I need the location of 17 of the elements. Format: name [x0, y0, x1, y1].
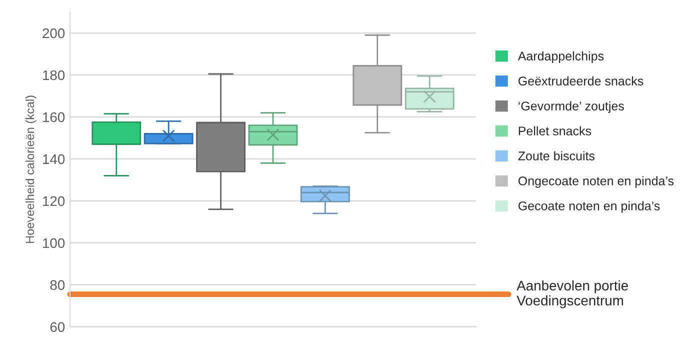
y-tick-label: 100	[43, 238, 65, 248]
legend-label: Pellet snacks	[518, 126, 592, 136]
legend-label: Ongecoate noten en pinda’s	[518, 176, 674, 188]
y-tick-label: 80	[50, 280, 65, 290]
y-axis-title: Hoeveelheid calorieën (kcal)	[25, 96, 36, 243]
y-tick-label: 140	[43, 154, 65, 164]
legend-label: Aardappelchips	[518, 51, 604, 63]
legend-label: Zoute biscuits	[518, 151, 595, 160]
y-tick-label: 200	[42, 28, 65, 38]
y-tick-label: 60	[50, 322, 65, 332]
y-tick-label: 160	[43, 112, 65, 122]
legend-label: Gecoate noten en pinda’s	[518, 201, 660, 213]
legend-label: ‘Gevormde’ zoutjes	[518, 101, 624, 113]
y-tick-label: 120	[43, 196, 65, 206]
legend-label: Geëxtrudeerde snacks	[518, 76, 644, 86]
y-tick-label: 180	[43, 70, 65, 80]
ref-line-label: Aanbevolen portie Voedingscentrum	[516, 280, 628, 308]
